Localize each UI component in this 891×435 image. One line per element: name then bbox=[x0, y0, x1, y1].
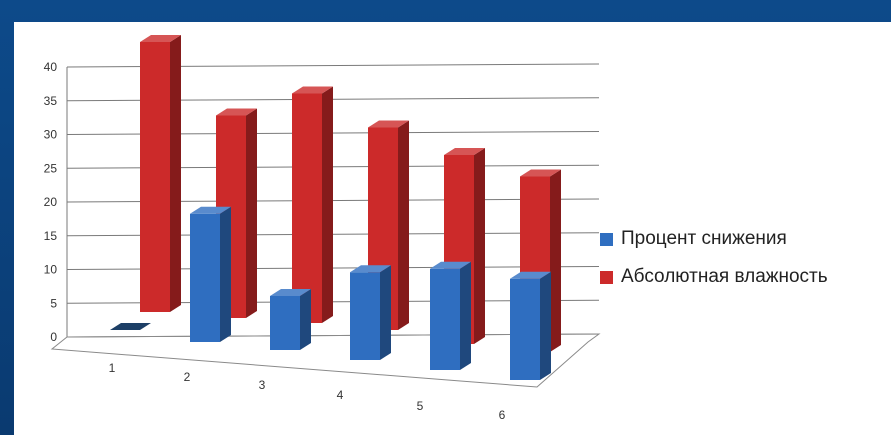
legend-item-series-2: Абсолютная влажность bbox=[600, 258, 828, 296]
bar-percent-reduction-front bbox=[190, 213, 220, 342]
bar-absolute-humidity-front bbox=[292, 93, 322, 323]
bar-percent-reduction-top bbox=[430, 261, 471, 269]
bar-absolute-humidity-top bbox=[292, 86, 333, 94]
bar-absolute-humidity bbox=[140, 35, 181, 312]
bar-percent-reduction-top bbox=[190, 206, 231, 214]
bar-percent-reduction-top bbox=[510, 271, 551, 279]
bar-absolute-humidity-side bbox=[474, 148, 485, 344]
bar-percent-reduction bbox=[270, 289, 311, 350]
y-tick-label: 0 bbox=[50, 330, 57, 344]
x-tick-label: 2 bbox=[184, 370, 191, 384]
x-tick-label: 5 bbox=[417, 399, 424, 413]
x-tick-label: 3 bbox=[259, 378, 266, 392]
y-tick-label: 30 bbox=[44, 128, 58, 142]
y-tick-label: 35 bbox=[44, 94, 58, 108]
bar-absolute-humidity-front bbox=[140, 42, 170, 312]
bar-percent-reduction-side bbox=[380, 265, 391, 360]
legend-swatch-series-2 bbox=[600, 270, 613, 284]
x-tick-label: 1 bbox=[109, 361, 116, 375]
bar-percent-reduction bbox=[350, 265, 391, 360]
bar-percent-reduction-front bbox=[350, 272, 380, 360]
bar-absolute-humidity-side bbox=[398, 120, 409, 330]
bar-absolute-humidity-side bbox=[170, 35, 181, 312]
bar-percent-reduction bbox=[510, 271, 551, 380]
legend-swatch-series-1 bbox=[600, 232, 613, 246]
bar-absolute-humidity-side bbox=[550, 169, 561, 352]
y-tick-label: 20 bbox=[44, 195, 58, 209]
bar-percent-reduction-side bbox=[540, 271, 551, 380]
y-tick-label: 40 bbox=[44, 60, 58, 74]
bar-absolute-humidity-side bbox=[246, 108, 257, 318]
bar-absolute-humidity bbox=[292, 86, 333, 323]
bar-absolute-humidity-top bbox=[216, 108, 257, 116]
chart-legend: Процент снижения Абсолютная влажность bbox=[600, 220, 828, 296]
y-tick-label: 5 bbox=[50, 296, 57, 310]
bar-percent-reduction-front bbox=[270, 296, 300, 350]
y-tick-label: 15 bbox=[44, 229, 58, 243]
bar-percent-reduction-side bbox=[300, 289, 311, 350]
bar-percent-reduction bbox=[110, 323, 151, 330]
bar-percent-reduction-front bbox=[430, 268, 460, 370]
x-tick-label: 6 bbox=[499, 408, 506, 422]
bar-percent-reduction-front bbox=[510, 278, 540, 380]
legend-label-series-2: Абсолютная влажность bbox=[621, 266, 828, 287]
bar-percent-reduction-side bbox=[460, 261, 471, 370]
bar-absolute-humidity-top bbox=[444, 148, 485, 155]
bar-absolute-humidity-side bbox=[322, 86, 333, 323]
legend-item-series-1: Процент снижения bbox=[600, 220, 828, 258]
bar-percent-reduction-top bbox=[270, 289, 311, 296]
y-tick-label: 25 bbox=[44, 161, 58, 175]
x-tick-label: 4 bbox=[337, 388, 344, 402]
legend-label-series-1: Процент снижения bbox=[621, 228, 787, 249]
bar-percent-reduction-top bbox=[350, 265, 391, 273]
bar-absolute-humidity-top bbox=[520, 169, 561, 177]
y-tick-label: 10 bbox=[44, 263, 58, 277]
bar-absolute-humidity-top bbox=[140, 35, 181, 42]
bar-percent-reduction bbox=[430, 261, 471, 370]
bar-percent-reduction bbox=[190, 206, 231, 342]
bar-absolute-humidity-top bbox=[368, 120, 409, 128]
bar-percent-reduction-side bbox=[220, 206, 231, 342]
